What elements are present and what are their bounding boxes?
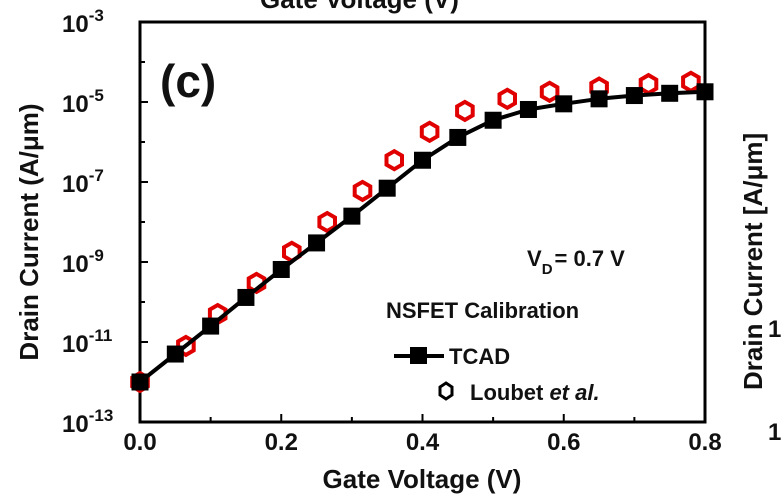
tcad-point (519, 100, 537, 118)
y-tick-exponent: -3 (89, 6, 104, 25)
y-tick-base: 10 (62, 11, 89, 38)
tcad-point (590, 90, 608, 108)
vd-annotation: VD= 0.7 V (527, 246, 625, 278)
y-tick-base: 10 (62, 251, 89, 278)
axis-ticks (139, 21, 706, 423)
panel-label: (c) (160, 55, 216, 107)
loubet-point (317, 210, 337, 234)
clipped-right-ylabel: Drain Current [A/μm] (738, 133, 768, 390)
tcad-point (625, 87, 643, 105)
y-tick-base: 10 (62, 411, 89, 438)
y-tick-label: 10-11 (62, 326, 112, 358)
loubet-point (539, 80, 560, 104)
loubet-point (681, 70, 701, 94)
clipped-right-tick-2: 1 (768, 419, 781, 446)
calibration-title: NSFET Calibration (386, 298, 579, 323)
y-tick-label: 10-5 (62, 86, 104, 118)
tcad-point (414, 151, 431, 169)
loubet-point (455, 99, 475, 123)
tcad-point (484, 111, 502, 129)
loubet-point (638, 72, 659, 96)
tcad-point (202, 317, 220, 335)
loubet-point (384, 148, 404, 172)
tcad-point (237, 288, 255, 306)
tcad-point (272, 260, 290, 278)
x-tick-label: 0.0 (123, 429, 156, 456)
x-axis-title: Gate Voltage (V) (323, 464, 522, 494)
loubet-point (352, 179, 373, 203)
legend: TCAD Loubet et al. (394, 344, 600, 405)
y-tick-exponent: -5 (89, 86, 104, 105)
tcad-point (696, 83, 714, 101)
legend-tcad-marker (410, 347, 427, 364)
y-tick-label: 10-13 (62, 406, 113, 438)
tcad-point (555, 95, 573, 113)
loubet-point (419, 120, 440, 144)
vd-main: V (527, 246, 542, 271)
y-tick-exponent: -13 (89, 406, 114, 425)
legend-loubet-label: Loubet et al. (470, 380, 600, 405)
x-tick-label: 0.4 (406, 429, 440, 456)
series-layer (130, 70, 714, 394)
tcad-point (449, 128, 467, 146)
y-tick-base: 10 (62, 171, 89, 198)
y-tick-exponent: -11 (89, 326, 113, 345)
legend-tcad-label: TCAD (449, 344, 510, 369)
loubet-point (497, 87, 517, 111)
y-tick-exponent: -7 (89, 166, 104, 185)
vd-subscript: D (542, 261, 553, 278)
y-axis-title: Drain Current (A/μm) (14, 103, 44, 360)
tcad-point (308, 234, 326, 252)
y-tick-base: 10 (62, 331, 89, 358)
tcad-point (343, 207, 361, 225)
x-tick-label: 0.2 (265, 429, 298, 456)
legend-loubet-marker-partial (438, 381, 454, 401)
y-tick-base: 10 (62, 91, 89, 118)
clipped-top-xlabel: Gate Voltage (V) (260, 0, 459, 14)
x-tick-label: 0.6 (547, 429, 580, 456)
vd-rest: = 0.7 V (555, 246, 626, 271)
y-tick-label: 10-9 (62, 246, 104, 278)
x-tick-label: 0.8 (688, 429, 721, 456)
y-tick-label: 10-7 (62, 166, 104, 198)
y-tick-label: 10-3 (62, 6, 104, 38)
tcad-point (378, 179, 396, 197)
tcad-point (166, 345, 184, 363)
tcad-point (661, 84, 679, 102)
tcad-point (131, 373, 149, 391)
clipped-right-tick-1: 1 (768, 316, 781, 343)
x-tick-labels: 0.0 0.2 0.4 0.6 0.8 (123, 429, 721, 456)
y-tick-exponent: -9 (89, 246, 104, 265)
